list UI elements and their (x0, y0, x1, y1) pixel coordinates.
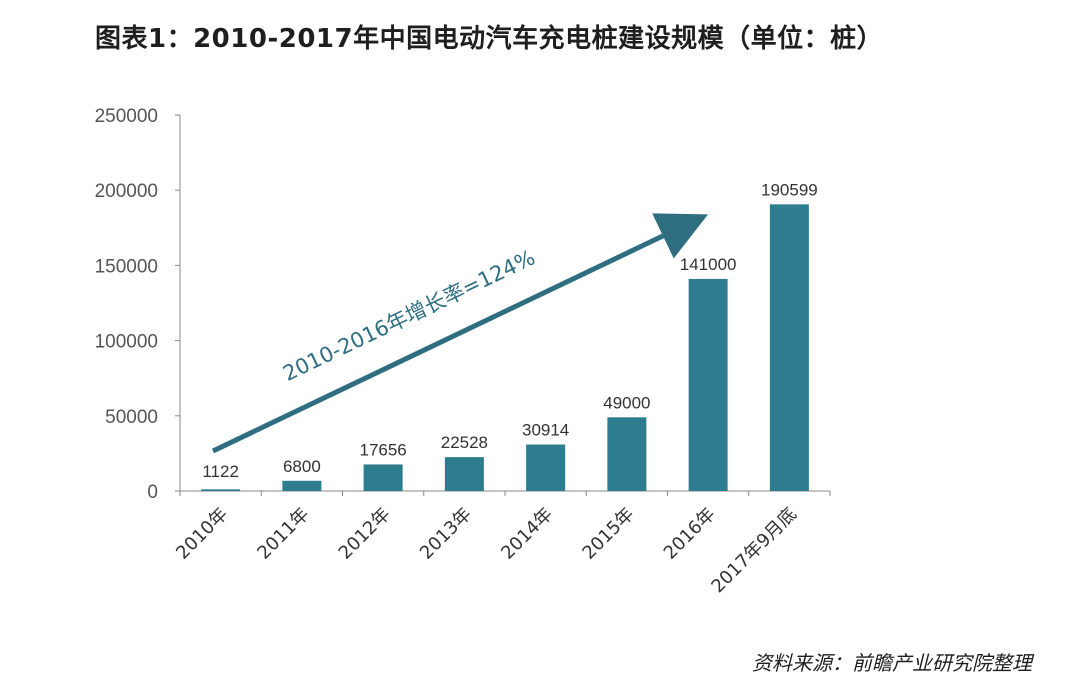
data-label: 1122 (202, 462, 239, 481)
bar (526, 444, 566, 491)
x-tick-label: 2010年 (172, 504, 232, 564)
data-label: 141000 (680, 255, 737, 274)
x-tick-label: 2011年 (253, 504, 313, 564)
x-tick-label: 2017年9月底 (707, 504, 801, 598)
bar (769, 204, 809, 491)
data-label: 190599 (761, 180, 818, 199)
data-label: 49000 (603, 393, 650, 412)
bar (688, 278, 728, 491)
bar (444, 457, 484, 491)
y-tick-label: 0 (147, 482, 158, 503)
x-tick-label: 2014年 (497, 504, 557, 564)
bars (201, 204, 809, 491)
data-label: 30914 (522, 421, 569, 440)
y-tick-label: 150000 (95, 256, 158, 277)
data-labels: 1122 6800 17656 22528 30914 49000 141000 190599 (202, 180, 817, 481)
data-label: 17656 (359, 440, 406, 459)
x-tick-label: 2013年 (416, 504, 476, 564)
y-axis: 0 50000 100000 150000 200000 250000 (95, 106, 181, 503)
y-tick-label: 100000 (95, 332, 158, 353)
chart-title: 图表1：2010-2017年中国电动汽车充电桩建设规模（单位：桩） (95, 24, 884, 54)
y-tick-label: 250000 (95, 106, 158, 127)
x-axis: 2010年 2011年 2012年 2013年 2014年 2015年 2016年2017年… (172, 490, 831, 598)
source-note: 资料来源：前瞻产业研究院整理 (752, 651, 1032, 675)
data-label: 22528 (441, 433, 488, 452)
growth-annotation: 2010-2016年增长率=124% (211, 213, 709, 454)
y-tick-label: 50000 (105, 407, 158, 428)
x-tick-label: 2016年 (660, 504, 720, 564)
x-tick-label: 2012年 (335, 504, 395, 564)
bar (607, 417, 647, 491)
growth-arrow (211, 213, 709, 454)
bar (363, 464, 403, 491)
bar (201, 489, 241, 491)
data-label: 6800 (283, 457, 321, 476)
x-tick-label: 2015年 (578, 504, 638, 564)
bar (282, 480, 322, 491)
y-tick-label: 200000 (95, 181, 158, 202)
